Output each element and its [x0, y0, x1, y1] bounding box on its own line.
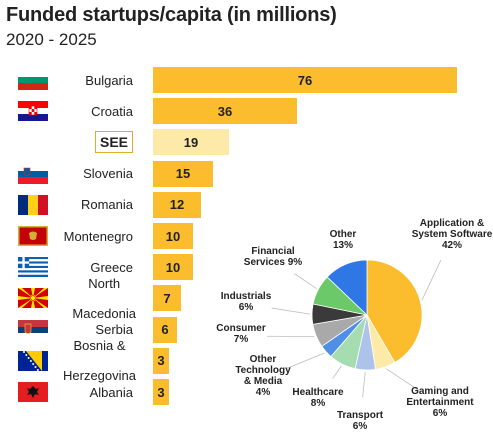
pie-slice-label: Other Technology & Media 4% [235, 354, 291, 398]
slovenia-flag-icon [18, 163, 48, 184]
montenegro-flag-icon [18, 226, 48, 246]
croatia-flag-icon [18, 101, 48, 122]
bar-row: Serbia 6 [0, 316, 493, 343]
category-label: Romania [80, 197, 133, 213]
pie-leader-line [421, 259, 442, 301]
pie-slice [366, 259, 423, 364]
pie-slice [326, 259, 368, 316]
pie-leader-line [362, 371, 366, 398]
bar: 3 [153, 379, 169, 405]
bar-value-label: 19 [183, 134, 199, 150]
bar: 19 [153, 129, 229, 156]
serbia-flag-icon [18, 319, 48, 340]
category-label: Slovenia [83, 166, 133, 182]
pie-leader-line [286, 352, 325, 369]
bar-value-label: 7 [163, 290, 171, 306]
bar: 12 [153, 191, 201, 218]
category-label: North Macedonia [72, 275, 136, 321]
chart-subtitle: 2020 - 2025 [6, 30, 97, 49]
bar-row: Bosnia & Herzegovina 3 [0, 338, 493, 383]
bar-row: Albania 3 [0, 379, 493, 405]
bar: 10 [153, 223, 193, 249]
pie-leader-line [385, 368, 419, 391]
pie-leader-line [271, 307, 311, 315]
romania-flag-icon [18, 194, 48, 215]
category-label: Montenegro [63, 228, 133, 244]
bar-value-label: 10 [165, 259, 181, 275]
bar-row: Greece 10 [0, 254, 493, 281]
pie-slice-label: Industrials 6% [221, 291, 272, 313]
pie-slice-label: Application & System Software 42% [412, 218, 493, 251]
bar-row: SEE 19 [0, 129, 493, 156]
category-label: Bulgaria [85, 72, 133, 88]
albania-flag-icon [18, 382, 48, 402]
bar: 3 [153, 347, 169, 374]
category-label: Bosnia & Herzegovina [63, 338, 136, 384]
bar: 7 [153, 285, 181, 312]
category-label: SEE [94, 131, 133, 154]
pie-leader-line [294, 273, 317, 289]
pie-slice-label: Other 13% [330, 229, 357, 251]
greece-flag-icon [18, 257, 48, 278]
chart-title: Funded startups/capita (in millions) [6, 4, 337, 26]
bar: 36 [153, 98, 297, 125]
pie-leader-line [332, 365, 342, 379]
bar-value-label: 15 [175, 166, 191, 182]
category-label: Croatia [91, 103, 133, 119]
pie-slice-label: Financial Services 9% [244, 246, 302, 268]
bar-value-label: 6 [161, 322, 169, 338]
bar-value-label: 10 [165, 228, 181, 244]
bar: 6 [153, 316, 177, 343]
bar-value-label: 36 [217, 103, 233, 119]
bar: 10 [153, 254, 193, 281]
north-macedonia-flag-icon [18, 288, 48, 309]
bar-row: Croatia 36 [0, 98, 493, 125]
category-label: Albania [89, 384, 133, 400]
bar-row: Romania 12 [0, 191, 493, 218]
bar-value-label: 76 [297, 72, 313, 88]
bar: 76 [153, 67, 457, 93]
pie-slice-label: Healthcare 8% [292, 387, 344, 409]
bulgaria-flag-icon [18, 70, 48, 90]
bar-row: Bulgaria 76 [0, 67, 493, 93]
pie-slice-label: Transport 6% [337, 410, 384, 432]
bar: 15 [153, 160, 213, 187]
bar-row: North Macedonia 7 [0, 276, 493, 321]
category-label: Greece [90, 259, 133, 275]
pie-slice-label: Consumer 7% [216, 323, 266, 345]
bar-value-label: 3 [157, 384, 165, 400]
category-label: Serbia [95, 322, 133, 338]
bar-row: Montenegro 10 [0, 223, 493, 249]
pie-slice-label: Gaming and Entertainment 6% [406, 386, 474, 419]
bar-row: Slovenia 15 [0, 160, 493, 187]
bar-value-label: 12 [169, 197, 185, 213]
bosnia-flag-icon [18, 350, 48, 371]
bar-value-label: 3 [157, 353, 165, 369]
